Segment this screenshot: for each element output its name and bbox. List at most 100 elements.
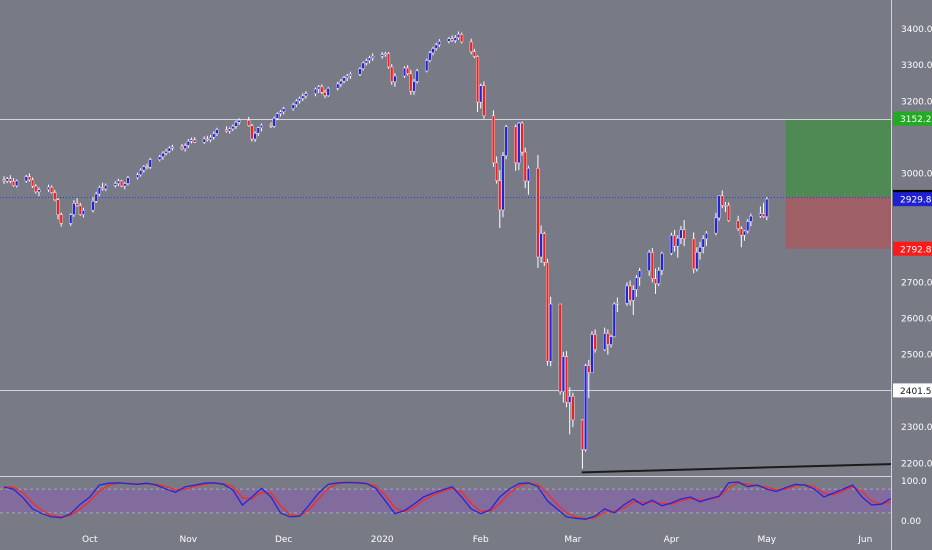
trendline[interactable] (581, 463, 892, 474)
candle (291, 102, 295, 111)
candle-body-up (402, 67, 406, 77)
candle-body-up (701, 238, 705, 248)
candle-body-up (501, 155, 505, 211)
candle (561, 351, 565, 403)
candle (212, 131, 216, 140)
candle-body-down (720, 195, 724, 206)
candle-body-up (425, 60, 429, 72)
candle (34, 184, 38, 194)
candle (380, 52, 384, 59)
candle-body-up (336, 83, 340, 89)
candle-body-down (472, 51, 476, 57)
candle (24, 174, 28, 183)
candle (135, 172, 139, 180)
candle-body-down (27, 176, 31, 181)
price-axis[interactable] (892, 0, 932, 550)
candle (593, 329, 597, 353)
candle (568, 387, 572, 435)
candle-body-up (358, 68, 362, 75)
candle-body-up (345, 75, 349, 79)
candle-body-up (676, 237, 680, 247)
candle (434, 42, 438, 51)
candle (590, 331, 594, 374)
candle-body-down (409, 73, 413, 92)
candle (46, 184, 50, 192)
candle (53, 190, 57, 202)
candle (348, 71, 352, 79)
candle (749, 213, 753, 227)
candle-body-down (571, 396, 575, 421)
candle-body-down (476, 56, 480, 103)
candle (412, 78, 416, 95)
candle (743, 230, 747, 241)
candle-body-down (682, 229, 686, 240)
candle (631, 285, 635, 315)
candle-body-up (504, 126, 508, 156)
candle (723, 201, 727, 213)
candle-body-up (746, 221, 750, 232)
candle (15, 179, 19, 188)
candle (476, 55, 480, 113)
candle (717, 195, 721, 221)
candle (247, 116, 251, 127)
candle-body-up (679, 229, 683, 239)
candle (431, 46, 435, 56)
indicator-pane (0, 481, 892, 520)
candle-body-down (565, 356, 569, 403)
position-profit-zone[interactable] (785, 118, 891, 197)
candle-body-down (491, 115, 495, 164)
candle-body-up (714, 217, 718, 234)
position-loss-zone[interactable] (785, 196, 891, 249)
indicator-tick-label: 0.00 (901, 517, 921, 527)
price-tick-label: 2300.0 (901, 423, 932, 433)
candle-body-up (272, 118, 276, 127)
candle-body-up (148, 159, 152, 168)
candle (170, 144, 174, 151)
candle-body-up (212, 133, 216, 138)
candle (447, 36, 451, 44)
candle-body-down (536, 168, 540, 258)
candle (549, 296, 553, 367)
candle-body-up (568, 396, 572, 403)
candle (37, 187, 41, 197)
candle-body-up (282, 108, 286, 113)
price-badge-bg (893, 192, 932, 207)
candle-body-up (625, 285, 629, 304)
candle (606, 329, 610, 355)
candle-body-up (15, 180, 19, 186)
candle-body-up (158, 156, 162, 160)
candle-body-up (186, 140, 190, 146)
candle (209, 134, 213, 143)
candle-body-down (460, 34, 464, 43)
candle-body-down (31, 179, 35, 187)
candle-body-down (650, 252, 654, 279)
candle-body-up (183, 145, 187, 149)
price-badge-bg (893, 383, 932, 398)
candle-body-down (56, 199, 60, 215)
candle-body-up (291, 104, 295, 109)
candle-body-down (542, 233, 546, 263)
trendline-segment[interactable] (581, 463, 892, 474)
candle-body-up (371, 55, 375, 59)
candle (161, 151, 165, 160)
candle (383, 51, 387, 57)
candle (739, 226, 743, 248)
candle (323, 89, 327, 99)
candles (2, 31, 769, 469)
candle-body-up (97, 187, 101, 195)
candle-body-down (727, 205, 731, 222)
candle (164, 148, 168, 156)
candle (701, 235, 705, 254)
position-tool[interactable] (785, 118, 891, 249)
candle (313, 87, 317, 97)
candle-body-up (94, 193, 98, 202)
candle (120, 179, 124, 188)
candle-body-down (53, 192, 57, 201)
candle (482, 81, 486, 119)
candle-body-up (723, 205, 727, 207)
candle (186, 138, 190, 149)
candle (94, 191, 98, 204)
candle (603, 327, 607, 352)
candle-body-up (434, 44, 438, 49)
candle (625, 282, 629, 306)
